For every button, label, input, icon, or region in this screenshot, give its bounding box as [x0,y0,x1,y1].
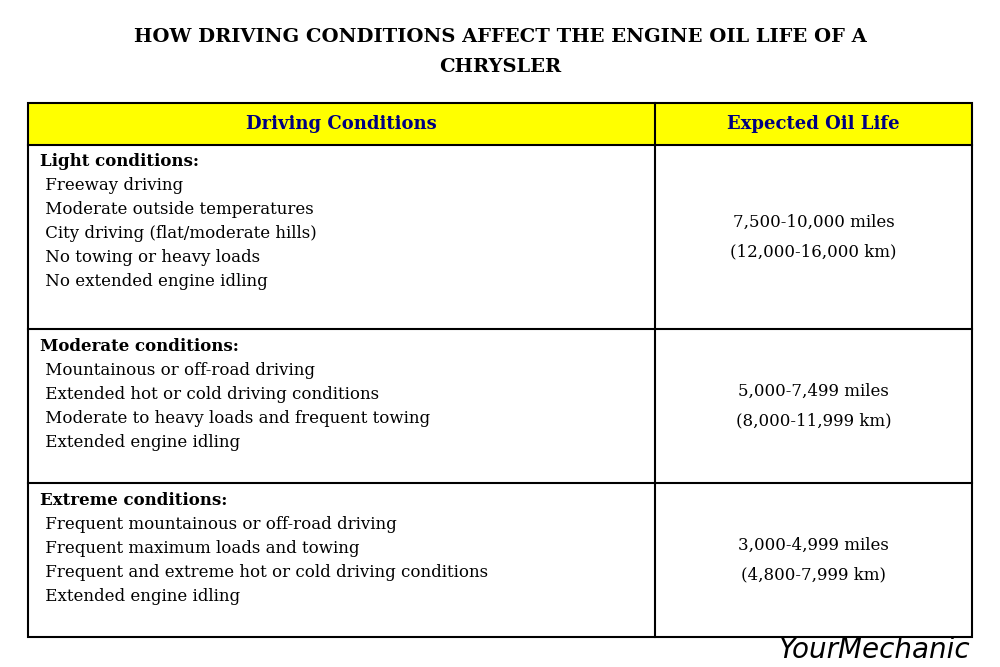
Text: 5,000-7,499 miles: 5,000-7,499 miles [738,383,889,400]
Text: (4,800-7,999 km): (4,800-7,999 km) [741,566,886,583]
Text: 3,000-4,999 miles: 3,000-4,999 miles [738,537,889,554]
Text: City driving (flat/moderate hills): City driving (flat/moderate hills) [40,225,317,242]
Text: Moderate conditions:: Moderate conditions: [40,338,239,355]
Text: Moderate outside temperatures: Moderate outside temperatures [40,201,314,218]
Text: 7,500-10,000 miles: 7,500-10,000 miles [733,214,894,231]
Text: Freeway driving: Freeway driving [40,177,183,194]
Text: Driving Conditions: Driving Conditions [246,115,437,133]
Text: YourMechanic: YourMechanic [778,636,970,664]
Text: Moderate to heavy loads and frequent towing: Moderate to heavy loads and frequent tow… [40,410,430,427]
Text: No towing or heavy loads: No towing or heavy loads [40,249,260,266]
Text: Extreme conditions:: Extreme conditions: [40,492,227,509]
Text: Frequent maximum loads and towing: Frequent maximum loads and towing [40,540,360,557]
Text: No extended engine idling: No extended engine idling [40,273,268,290]
Bar [28,103,655,145]
Bar [28,103,972,637]
Text: Light conditions:: Light conditions: [40,153,199,170]
Text: Frequent and extreme hot or cold driving conditions: Frequent and extreme hot or cold driving… [40,564,488,581]
Text: (8,000-11,999 km): (8,000-11,999 km) [736,412,891,430]
Text: Mountainous or off-road driving: Mountainous or off-road driving [40,362,315,379]
Text: Extended hot or cold driving conditions: Extended hot or cold driving conditions [40,386,379,403]
Text: Expected Oil Life: Expected Oil Life [727,115,900,133]
Text: CHRYSLER: CHRYSLER [439,58,561,75]
Text: Extended engine idling: Extended engine idling [40,434,240,451]
Text: HOW DRIVING CONDITIONS AFFECT THE ENGINE OIL LIFE OF A: HOW DRIVING CONDITIONS AFFECT THE ENGINE… [134,28,866,45]
Text: (12,000-16,000 km): (12,000-16,000 km) [730,243,897,260]
Text: Frequent mountainous or off-road driving: Frequent mountainous or off-road driving [40,516,397,533]
Text: Extended engine idling: Extended engine idling [40,588,240,605]
Bar [655,103,972,145]
